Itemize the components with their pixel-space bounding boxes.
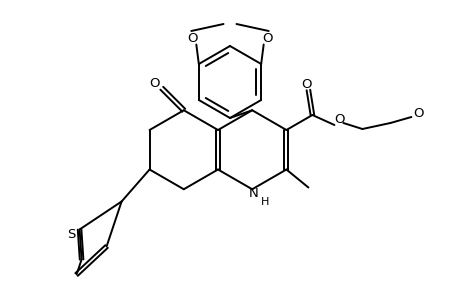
Text: S: S (67, 228, 76, 241)
Text: O: O (261, 32, 272, 44)
Text: O: O (149, 77, 160, 90)
Text: H: H (260, 197, 269, 207)
Text: O: O (333, 112, 344, 125)
Text: O: O (301, 77, 311, 91)
Text: N: N (248, 187, 257, 200)
Text: O: O (412, 106, 423, 119)
Text: O: O (187, 32, 198, 44)
